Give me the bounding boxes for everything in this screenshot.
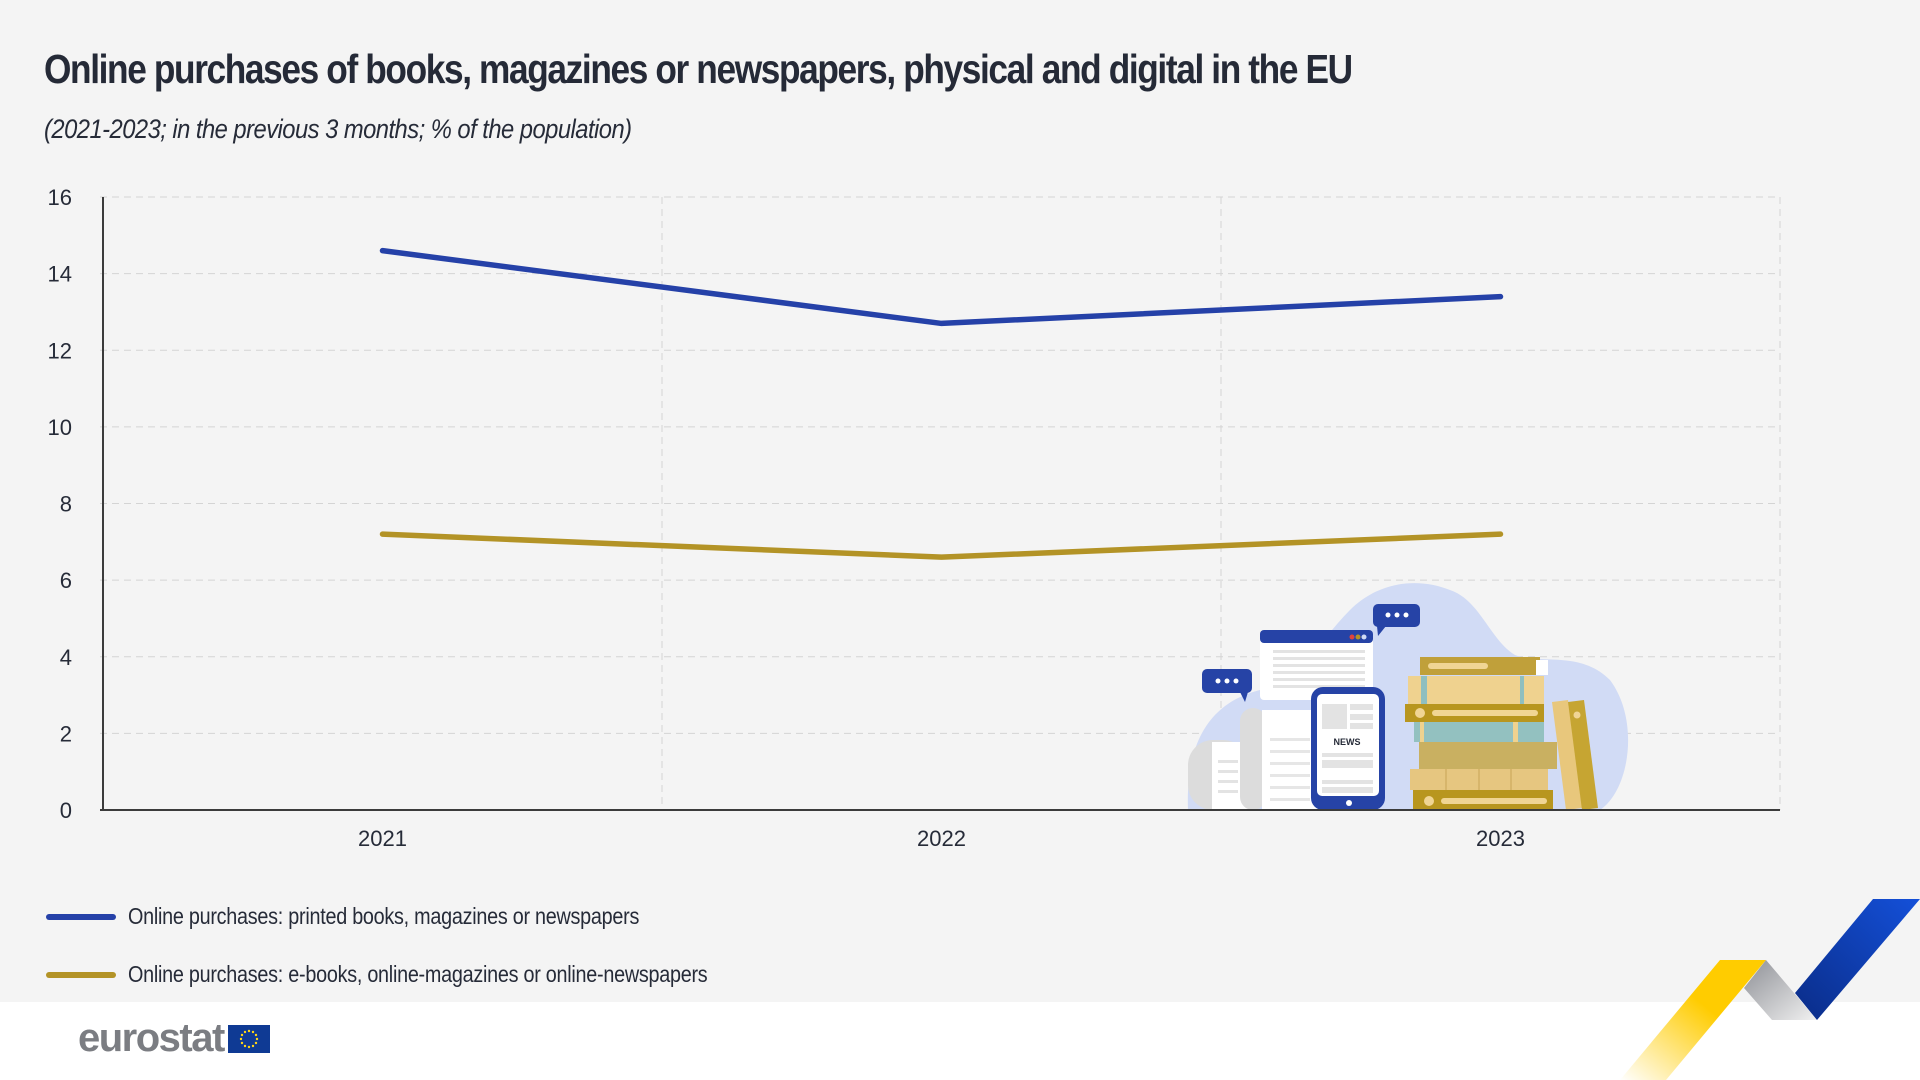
y-tick-label: 2 (60, 721, 72, 746)
y-tick-label: 12 (48, 338, 72, 363)
tablet-news-icon: NEWS (1311, 687, 1385, 810)
gridlines (100, 196, 1781, 810)
x-tick-label: 2021 (358, 826, 407, 851)
x-tick-label: 2022 (917, 826, 966, 851)
y-tick-label: 6 (60, 568, 72, 593)
news-label: NEWS (1334, 737, 1361, 747)
y-tick-label: 4 (60, 645, 72, 670)
axes (100, 197, 1780, 811)
legend-item-digital: Online purchases: e-books, online-magazi… (46, 961, 802, 988)
speech-bubble-icon (1202, 669, 1252, 702)
ribbon-yellow (1620, 960, 1766, 1080)
y-tick-label: 0 (60, 798, 72, 823)
legend-item-printed: Online purchases: printed books, magazin… (46, 903, 722, 930)
series-line-printed (379, 247, 1504, 327)
y-tick-label: 8 (60, 492, 72, 517)
x-tick-label: 2023 (1476, 826, 1525, 851)
browser-window-icon (1260, 630, 1373, 700)
speech-bubble-icon (1373, 604, 1420, 636)
line-chart: NEWS (48, 185, 1781, 851)
eurostat-logo: eurostat (78, 1016, 270, 1061)
legend-label-digital: Online purchases: e-books, online-magazi… (128, 961, 708, 987)
eu-flag-icon (227, 1024, 270, 1053)
legend-label-printed: Online purchases: printed books, magazin… (128, 903, 640, 929)
y-tick-label: 10 (48, 415, 72, 440)
chart-subtitle: (2021-2023; in the previous 3 months; % … (44, 114, 632, 144)
books-news-illustration: NEWS (1187, 583, 1629, 810)
y-tick-label: 16 (48, 185, 72, 210)
book-stack-icon (1405, 657, 1598, 810)
legend-swatch-digital (46, 971, 116, 978)
series-lines (379, 247, 1504, 560)
tick-labels: 0 2 4 6 8 10 12 14 16 2021 2022 2023 (48, 185, 1525, 851)
ribbon-blue (1795, 899, 1920, 1020)
footer (0, 1002, 1920, 1080)
decorative-ribbon (1620, 899, 1920, 1080)
y-tick-label: 14 (48, 262, 72, 287)
legend-swatch-printed (46, 913, 116, 920)
chart-title: Online purchases of books, magazines or … (44, 46, 1353, 92)
series-line-digital (379, 531, 1504, 560)
eurostat-logo-text: eurostat (78, 1016, 225, 1060)
ribbon-grey (1744, 960, 1817, 1020)
